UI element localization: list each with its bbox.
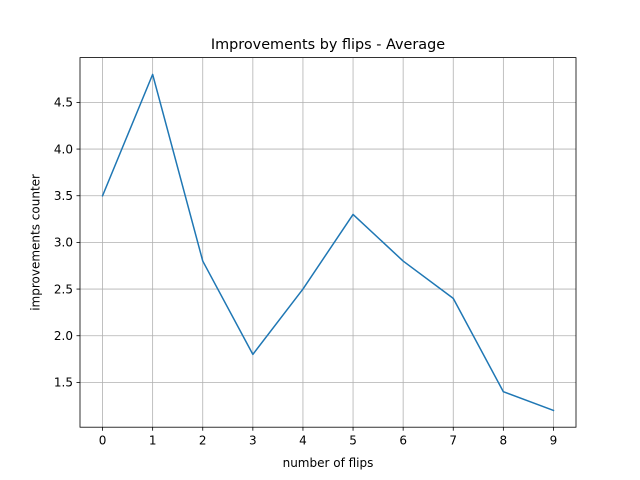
- y-axis-label: improvements counter: [29, 174, 43, 311]
- x-tick-label: 2: [199, 434, 207, 448]
- y-tick-label: 2.0: [54, 329, 73, 343]
- grid: [80, 57, 576, 428]
- x-tick-label: 7: [449, 434, 457, 448]
- x-tick-label: 1: [149, 434, 157, 448]
- ticks: 0 1 2 3 4 5 6 7 8 9 1.5 2.0 2.5 3.0 3.5 4.0 4.5: [54, 96, 557, 448]
- x-tick-label: 9: [550, 434, 558, 448]
- x-tick-label: 5: [349, 434, 357, 448]
- series-layer: [101, 73, 555, 412]
- series-line: [101, 73, 555, 412]
- chart-title: Improvements by flips - Average: [211, 37, 445, 53]
- x-tick-label: 8: [500, 434, 508, 448]
- y-tick-label: 2.5: [54, 282, 73, 296]
- y-tick-label: 4.0: [54, 142, 73, 156]
- x-tick-label: 6: [399, 434, 407, 448]
- x-tick-label: 3: [249, 434, 257, 448]
- x-axis-label: number of flips: [283, 456, 374, 470]
- y-tick-label: 4.5: [54, 96, 73, 110]
- y-tick-label: 1.5: [54, 376, 73, 390]
- y-tick-label: 3.0: [54, 236, 73, 250]
- y-tick-label: 3.5: [54, 189, 73, 203]
- x-tick-label: 4: [299, 434, 307, 448]
- x-tick-label: 0: [99, 434, 107, 448]
